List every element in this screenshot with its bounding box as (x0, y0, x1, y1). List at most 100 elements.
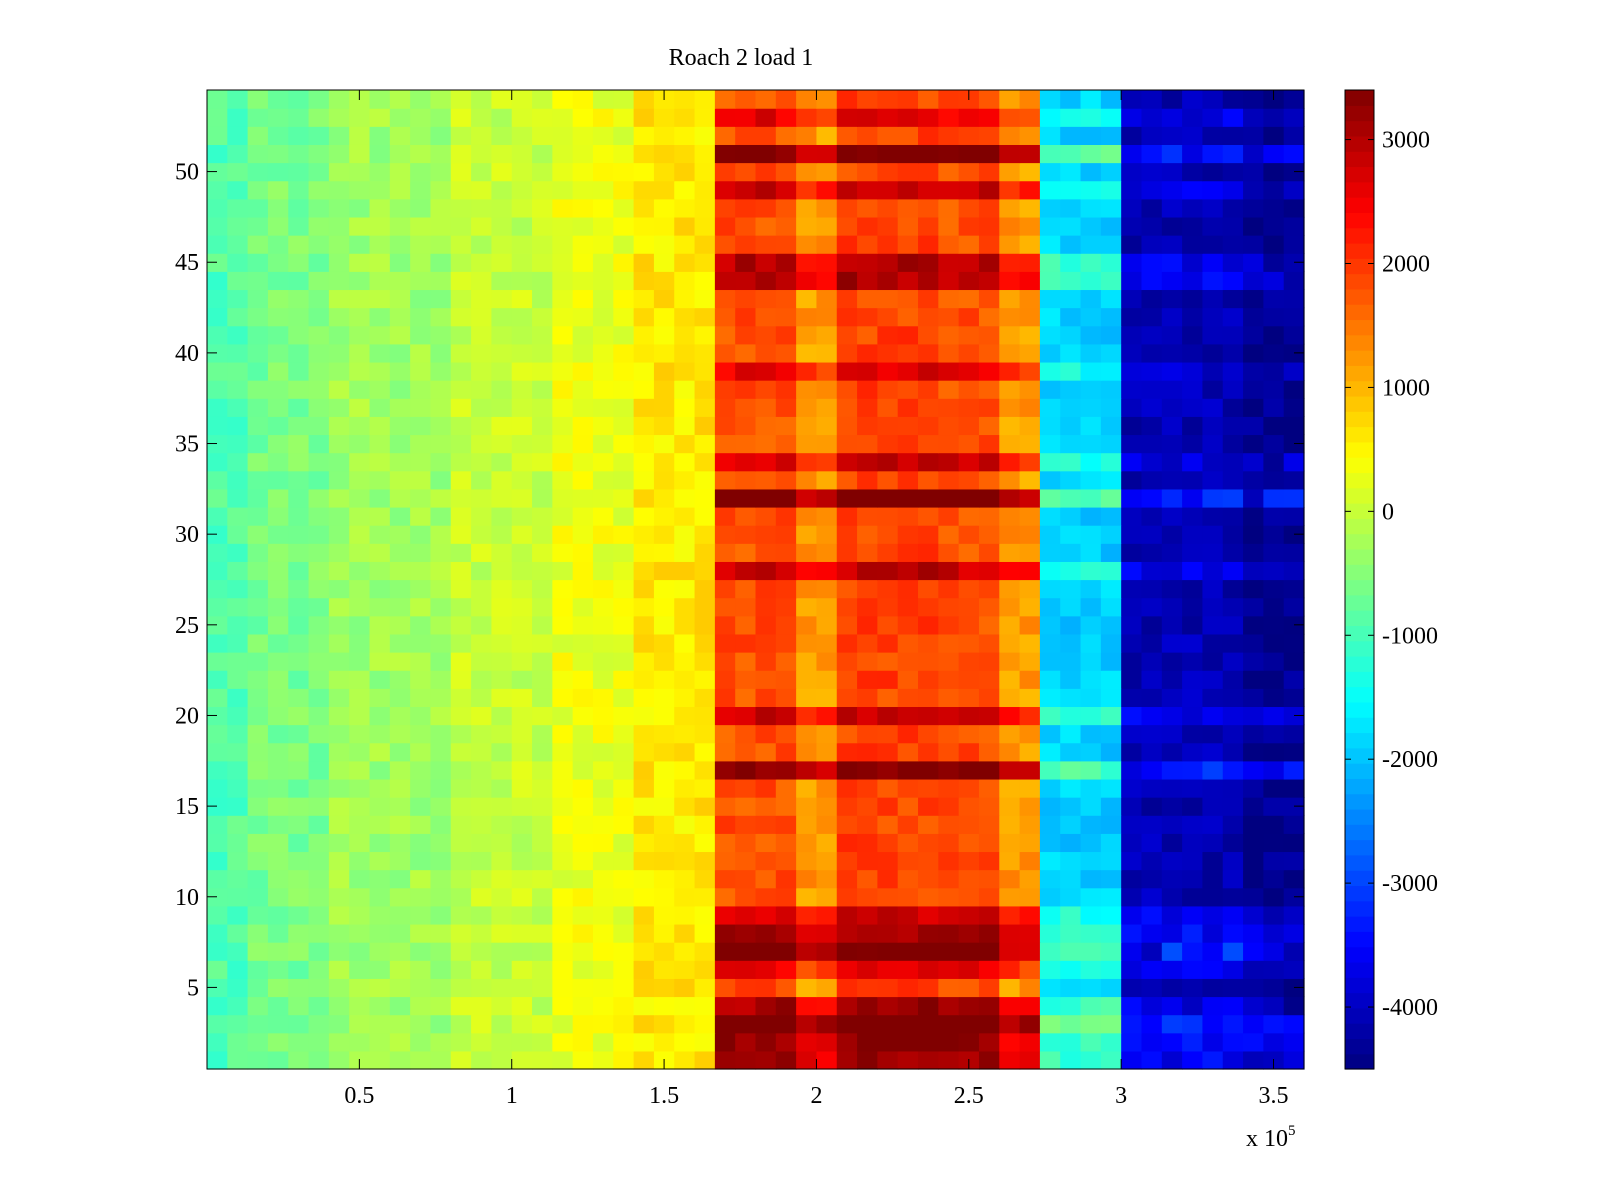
heatmap-cell (633, 380, 655, 399)
heatmap-cell (1141, 253, 1163, 272)
heatmap-cell (897, 797, 919, 816)
heatmap-cell (308, 162, 330, 182)
heatmap-cell (552, 543, 574, 562)
heatmap-cell (308, 235, 330, 254)
colorbar-swatch (1345, 885, 1374, 902)
colorbar-tick-label: -1000 (1382, 623, 1438, 649)
heatmap-cell (1202, 778, 1224, 798)
heatmap-cell (207, 887, 228, 907)
heatmap-cell (1100, 760, 1122, 780)
heatmap-cell (511, 271, 533, 291)
colorbar-tick-label: -4000 (1382, 995, 1438, 1021)
heatmap-cell (389, 833, 411, 853)
heatmap-cell (471, 923, 492, 943)
heatmap-cell (572, 869, 594, 889)
heatmap-cell (1161, 325, 1183, 345)
heatmap-cell (552, 488, 574, 508)
heatmap-cell (1019, 325, 1041, 345)
heatmap-cell (1182, 561, 1204, 581)
heatmap-cell (816, 1032, 838, 1052)
heatmap-cell (653, 525, 675, 544)
heatmap-cell (1161, 688, 1183, 708)
heatmap-cell (1202, 815, 1224, 834)
heatmap-cell (349, 235, 371, 254)
heatmap-cell (1100, 615, 1122, 635)
heatmap-cell (1121, 778, 1143, 798)
heatmap-cell (653, 398, 675, 417)
heatmap-cell (491, 108, 513, 127)
heatmap-cell (552, 579, 574, 599)
heatmap-cell (328, 887, 350, 907)
heatmap-cell (796, 380, 818, 399)
heatmap-cell (410, 724, 432, 744)
heatmap-cell (1080, 869, 1102, 889)
heatmap-cell (308, 1032, 330, 1052)
heatmap-cell (410, 525, 432, 544)
heatmap-cell (1080, 579, 1102, 599)
heatmap-cell (389, 506, 411, 526)
heatmap-cell (1100, 688, 1122, 708)
heatmap-cell (532, 760, 553, 780)
heatmap-cell (1039, 198, 1061, 218)
heatmap-cell (918, 361, 939, 381)
heatmap-cell (572, 289, 594, 309)
heatmap-cell (511, 235, 533, 254)
heatmap-cell (694, 942, 716, 961)
heatmap-cell (1019, 198, 1041, 218)
heatmap-cell (1080, 506, 1102, 526)
heatmap-cell (1283, 869, 1305, 889)
heatmap-cell (369, 506, 391, 526)
heatmap-cell (816, 235, 838, 254)
heatmap-cell (430, 1014, 452, 1034)
heatmap-cell (1141, 905, 1163, 925)
heatmap-cell (857, 235, 878, 254)
heatmap-cell (267, 561, 289, 581)
heatmap-cell (308, 579, 330, 599)
heatmap-cell (1141, 216, 1163, 236)
heatmap-cell (1039, 833, 1061, 853)
heatmap-cell (511, 506, 533, 526)
heatmap-cell (775, 108, 797, 127)
heatmap-cell (1080, 380, 1102, 399)
heatmap-cell (775, 579, 797, 599)
heatmap-cell (1243, 579, 1264, 599)
heatmap-cell (1039, 905, 1061, 925)
heatmap-cell (978, 778, 1000, 798)
heatmap-cell (369, 688, 391, 708)
heatmap-cell (613, 706, 635, 726)
colorbar-swatch (1345, 916, 1374, 932)
heatmap-cell (572, 833, 594, 853)
x-tick-label: 0.5 (344, 1083, 374, 1109)
heatmap-cell (349, 633, 371, 653)
heatmap-cell (592, 452, 614, 472)
heatmap-cell (471, 1014, 492, 1034)
heatmap-cell (836, 108, 858, 127)
heatmap-cell (1182, 978, 1204, 998)
heatmap-cell (1100, 343, 1122, 363)
heatmap-cell (653, 506, 675, 526)
heatmap-cell (1121, 488, 1143, 508)
heatmap-cell (1080, 706, 1102, 726)
heatmap-cell (267, 1050, 289, 1070)
heatmap-cell (1019, 1014, 1041, 1034)
heatmap-cell (714, 706, 736, 726)
heatmap-cell (816, 815, 838, 834)
heatmap-cell (491, 760, 513, 780)
heatmap-cell (1121, 398, 1143, 417)
heatmap-cell (491, 434, 513, 454)
heatmap-cell (369, 815, 391, 834)
heatmap-cell (1141, 597, 1163, 617)
heatmap-cell (674, 470, 696, 490)
heatmap-cell (836, 597, 858, 617)
heatmap-cell (471, 488, 492, 508)
heatmap-cell (775, 271, 797, 291)
colorbar-swatch (1345, 288, 1374, 305)
colorbar-swatch (1345, 166, 1374, 183)
heatmap-cell (267, 198, 289, 218)
heatmap-cell (877, 162, 899, 182)
heatmap-cell (735, 833, 757, 853)
heatmap-cell (511, 216, 533, 236)
heatmap-cell (369, 380, 391, 399)
heatmap-cell (633, 1014, 655, 1034)
heatmap-cell (653, 724, 675, 744)
